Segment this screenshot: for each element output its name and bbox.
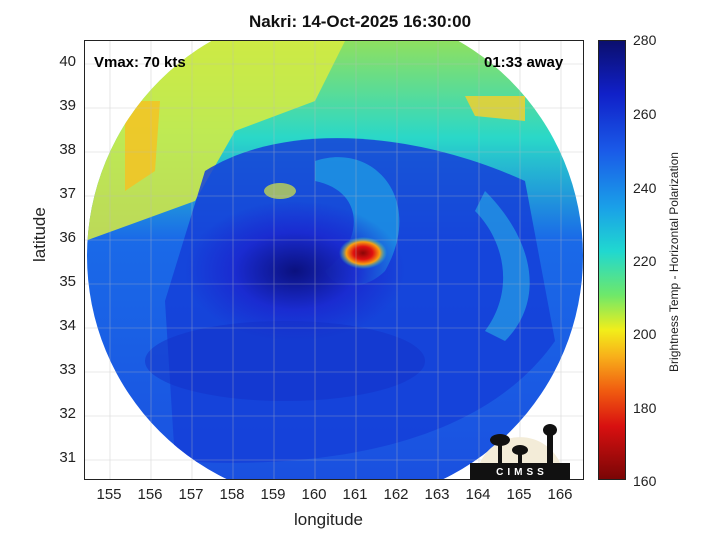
- cimss-logo-icon: [470, 424, 570, 480]
- colorbar: [598, 40, 626, 480]
- satellite-map: [84, 40, 584, 480]
- y-axis-label: latitude: [30, 207, 49, 262]
- x-tick-label: 164: [465, 486, 491, 503]
- time-away-label: 01:33 away: [484, 54, 564, 71]
- x-tick-label: 166: [547, 486, 573, 503]
- colorbar-tick-label: 240: [633, 180, 657, 196]
- y-tick-label: 36: [59, 229, 76, 246]
- colorbar-tick-label: 160: [633, 473, 657, 489]
- x-tick-label: 161: [342, 486, 368, 503]
- x-tick-label: 155: [96, 486, 122, 503]
- x-tick-label: 163: [424, 486, 450, 503]
- y-tick-label: 31: [59, 449, 76, 466]
- y-tick-label: 35: [59, 273, 76, 290]
- y-tick-label: 33: [59, 361, 76, 378]
- colorbar-tick-label: 220: [633, 253, 657, 269]
- colorbar-tick-label: 260: [633, 106, 657, 122]
- x-tick-label: 162: [383, 486, 409, 503]
- y-tick-label: 40: [59, 53, 76, 70]
- y-tick-label: 37: [59, 185, 76, 202]
- y-tick-label: 32: [59, 405, 76, 422]
- x-tick-label: 158: [219, 486, 245, 503]
- y-tick-label: 38: [59, 141, 76, 158]
- vmax-label: Vmax: 70 kts: [94, 54, 186, 71]
- colorbar-tick-label: 180: [633, 400, 657, 416]
- x-tick-label: 157: [178, 486, 204, 503]
- x-axis-label: longitude: [294, 510, 364, 529]
- colorbar-tick-label: 280: [633, 32, 657, 48]
- y-tick-label: 39: [59, 97, 76, 114]
- x-tick-label: 156: [137, 486, 163, 503]
- plot-title: Nakri: 14-Oct-2025 16:30:00: [248, 12, 472, 31]
- brightness-temp-image: [85, 41, 583, 479]
- x-tick-label: 165: [506, 486, 532, 503]
- x-tick-label: 160: [301, 486, 327, 503]
- y-tick-label: 34: [59, 317, 76, 334]
- colorbar-tick-label: 200: [633, 326, 657, 342]
- colorbar-label: Brightness Temp - Horizontal Polarizatio…: [667, 152, 681, 372]
- x-tick-label: 159: [260, 486, 286, 503]
- cimss-logo-text: CIMSS: [496, 467, 548, 478]
